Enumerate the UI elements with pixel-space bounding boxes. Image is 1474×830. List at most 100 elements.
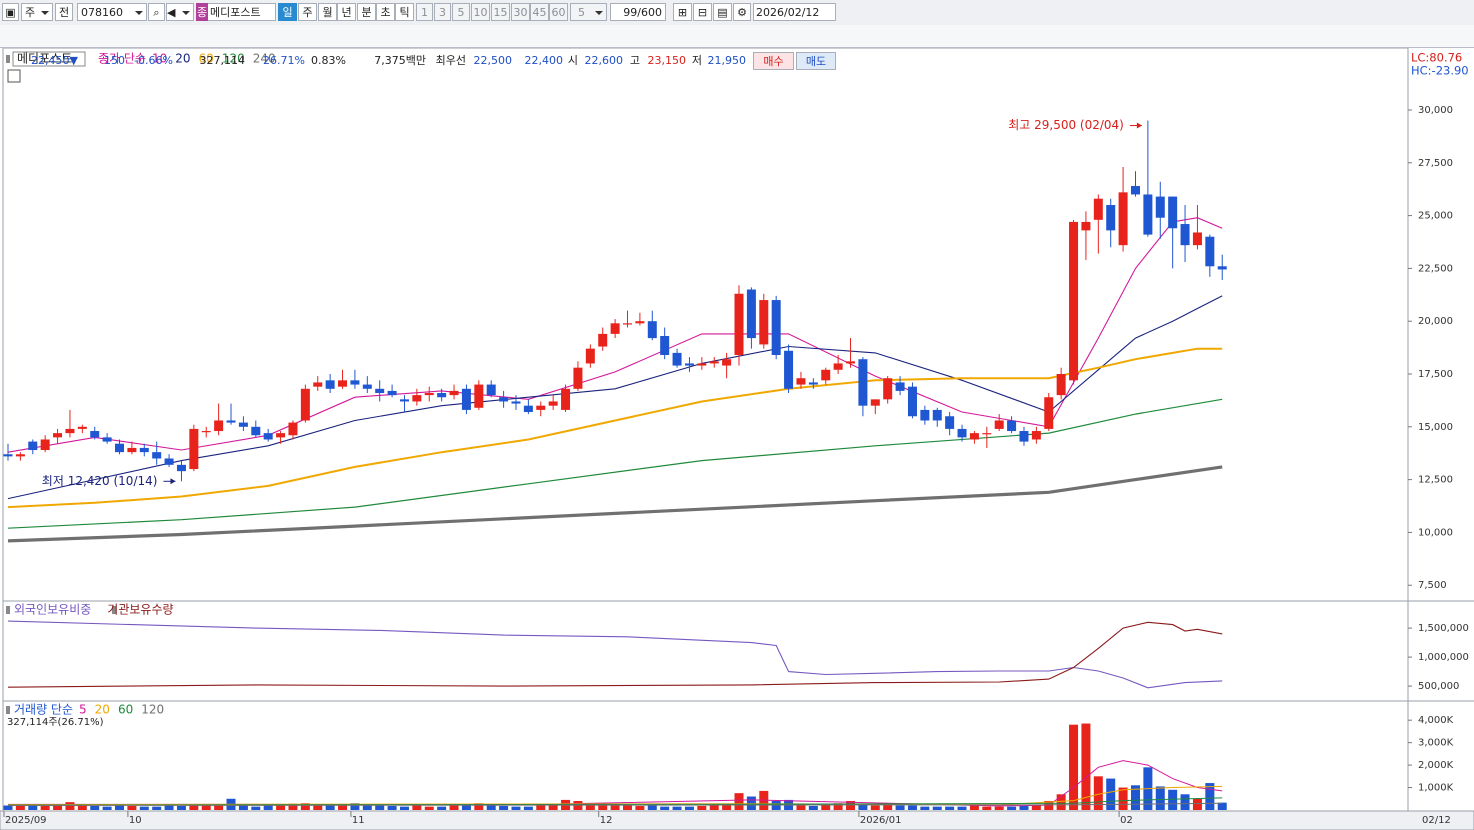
- interval-button[interactable]: 3: [434, 3, 451, 21]
- candle-body: [1192, 232, 1202, 246]
- y-tick-label: 22,500: [1418, 263, 1453, 274]
- legend-label: 거래량 단순: [14, 703, 73, 717]
- volume-bar: [399, 806, 409, 810]
- legend-entry: 60: [199, 52, 214, 66]
- volume-bar: [65, 802, 75, 810]
- volume-bar: [40, 805, 50, 810]
- tool-icon[interactable]: ⊞: [673, 3, 692, 21]
- high-annotation: 최고 29,500 (02/04): [1008, 118, 1124, 132]
- search-button[interactable]: ⌕: [148, 3, 165, 21]
- candle-body: [722, 359, 732, 366]
- candle-body: [424, 393, 434, 396]
- candle-body: [511, 401, 521, 404]
- interval-button[interactable]: 60: [549, 3, 568, 21]
- turnover: 26.71%: [263, 54, 305, 67]
- interval-button[interactable]: 15: [491, 3, 510, 21]
- candle-body: [1044, 397, 1054, 429]
- volume-bar: [511, 806, 521, 810]
- candle-body: [870, 399, 880, 406]
- plot-frame: [2, 47, 1409, 812]
- period-button[interactable]: 년: [337, 3, 356, 21]
- y-tick-label: 1,000,000: [1418, 652, 1469, 663]
- candle-body: [808, 382, 818, 385]
- candle-body: [139, 447, 149, 453]
- buy-button[interactable]: 매수: [753, 52, 794, 70]
- candle-body: [1217, 266, 1227, 270]
- open: 22,600: [584, 54, 624, 67]
- period-button[interactable]: 월: [318, 3, 337, 21]
- interval-button[interactable]: 10: [471, 3, 490, 21]
- candle-body: [610, 323, 620, 334]
- candle-body: [201, 431, 211, 433]
- period-button[interactable]: 분: [357, 3, 376, 21]
- count-input[interactable]: 99/600: [610, 3, 666, 21]
- volume-bar: [1081, 723, 1091, 810]
- candle-body: [1019, 431, 1029, 442]
- stock-name: 메디포스트: [208, 3, 276, 21]
- interval-button[interactable]: 1: [416, 3, 433, 21]
- sound-button[interactable]: ◀: [166, 3, 194, 21]
- price: 22,450▼: [31, 54, 78, 67]
- candle-body: [486, 384, 496, 396]
- volume-bar: [771, 801, 781, 810]
- candle-body: [573, 367, 583, 389]
- interval-button[interactable]: 45: [530, 3, 549, 21]
- change: 150: [104, 54, 125, 67]
- volume-bar: [870, 805, 880, 810]
- legend-entry: 5: [79, 703, 87, 717]
- period-button[interactable]: 틱: [395, 3, 414, 21]
- candle-body: [1007, 420, 1017, 432]
- y-tick-label: 25,000: [1418, 211, 1453, 222]
- volume-bar: [1093, 776, 1103, 810]
- date-input[interactable]: 2026/02/12: [753, 3, 836, 21]
- interval-select[interactable]: 5: [570, 3, 607, 21]
- y-tick-label: 3,000K: [1418, 738, 1454, 749]
- y-tick-label: 20,000: [1418, 316, 1453, 327]
- low-label: 저: [691, 54, 702, 67]
- x-tick-label: 2025/09: [5, 815, 47, 826]
- tool-icon[interactable]: ⊟: [693, 3, 712, 21]
- line-series: [7, 465, 1223, 543]
- y-tick-label: 15,000: [1418, 422, 1453, 433]
- candle-body: [1093, 198, 1103, 220]
- interval-button[interactable]: 30: [511, 3, 530, 21]
- tool-icon[interactable]: ▤: [713, 3, 732, 21]
- candle-body: [127, 447, 137, 453]
- settings-icon[interactable]: ⚙: [733, 3, 751, 21]
- candle-body: [1143, 194, 1153, 235]
- volume-bar: [176, 805, 186, 810]
- candle-body: [1155, 196, 1165, 218]
- menu-icon[interactable]: ▣: [2, 3, 19, 21]
- market-select[interactable]: 주: [21, 3, 53, 21]
- volume-bar: [1217, 802, 1227, 810]
- candle-body: [53, 433, 63, 438]
- period-button[interactable]: 주: [298, 3, 317, 21]
- period-button[interactable]: 초: [376, 3, 395, 21]
- candle-body: [387, 390, 397, 396]
- interval-button[interactable]: 5: [452, 3, 470, 21]
- volume-bar: [1056, 794, 1066, 810]
- candle-body: [746, 289, 756, 339]
- ask: 22,500: [473, 54, 513, 67]
- candle-body: [437, 393, 447, 398]
- volume-bar: [833, 803, 843, 810]
- volume-bar: [102, 806, 112, 810]
- candle-body: [523, 405, 533, 413]
- mode-button[interactable]: 전: [55, 3, 73, 21]
- volume-bar: [647, 805, 657, 810]
- x-tick-label: 02: [1120, 815, 1133, 826]
- volume-bar: [1118, 787, 1128, 810]
- sell-button[interactable]: 매도: [796, 52, 836, 70]
- volume-bar: [846, 801, 856, 810]
- volume-bar: [251, 806, 261, 810]
- period-button[interactable]: 일: [278, 3, 297, 21]
- volume-bar: [1168, 789, 1178, 810]
- volume-bar: [424, 806, 434, 810]
- volume-bar: [152, 806, 162, 810]
- grid-icon[interactable]: [7, 69, 21, 83]
- candle-body: [969, 433, 979, 440]
- code-input[interactable]: 078160: [77, 3, 147, 21]
- legend-entry: 60: [118, 703, 133, 717]
- candle-body: [1081, 221, 1091, 231]
- candle-body: [846, 361, 856, 364]
